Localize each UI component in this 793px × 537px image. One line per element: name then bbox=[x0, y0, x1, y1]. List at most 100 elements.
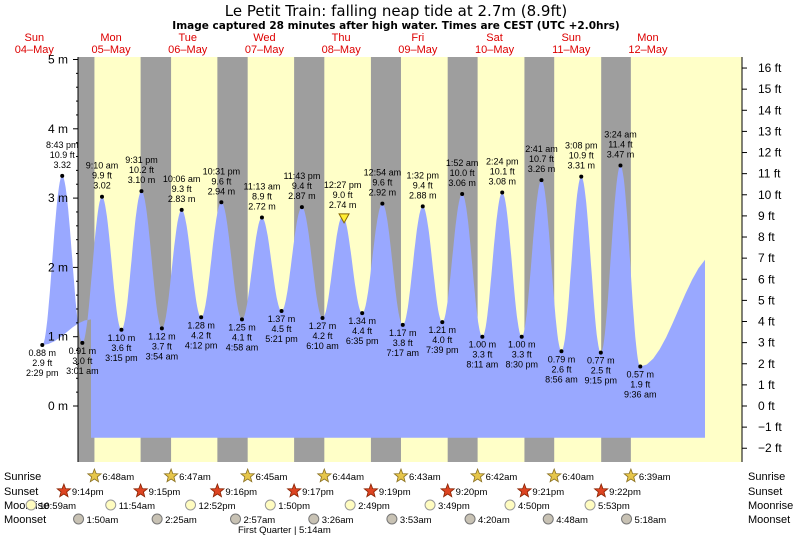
low-tide-time: 9:36 am bbox=[624, 389, 657, 399]
left-tick-label: 0 m bbox=[48, 399, 68, 413]
moonset-time: 3:53am bbox=[400, 515, 432, 526]
tide-point bbox=[179, 207, 184, 212]
high-tide-ft: 9.9 ft bbox=[92, 171, 113, 181]
right-tick-label: 15 ft bbox=[758, 82, 782, 96]
moonset-icon bbox=[621, 513, 633, 525]
moonrise-icon bbox=[185, 499, 197, 511]
moonset-icon bbox=[151, 513, 163, 525]
tide-point bbox=[360, 311, 365, 316]
tide-point bbox=[159, 326, 164, 331]
high-tide-m: 2.88 m bbox=[409, 190, 437, 200]
low-tide-time: 4:12 pm bbox=[185, 340, 218, 350]
day-name: Sun bbox=[25, 32, 45, 44]
left-tick-label: 4 m bbox=[48, 122, 68, 136]
day-date: 10–May bbox=[475, 44, 515, 56]
moonset-time: 1:50am bbox=[87, 515, 119, 526]
sun-star-icon bbox=[516, 482, 533, 498]
row-label-sunset-left: Sunset bbox=[4, 486, 38, 498]
low-tide-time: 5:21 pm bbox=[265, 334, 298, 344]
left-tick-label: 1 m bbox=[48, 330, 68, 344]
right-tick-label: 7 ft bbox=[758, 251, 775, 265]
low-tide-ft: 1.9 ft bbox=[630, 379, 651, 389]
low-tide-ft: 4.0 ft bbox=[432, 335, 453, 345]
tide-area bbox=[42, 165, 706, 438]
high-tide-m: 3.31 m bbox=[568, 161, 596, 171]
high-tide-ft: 9.6 ft bbox=[211, 176, 232, 186]
moonrise-time: 10:59am bbox=[39, 501, 76, 512]
low-tide-time: 9:15 pm bbox=[585, 376, 618, 386]
sunset-time: 9:19pm bbox=[379, 487, 411, 498]
tide-point bbox=[320, 315, 325, 320]
high-tide-m: 2.94 m bbox=[208, 186, 236, 196]
tide-point bbox=[259, 215, 264, 220]
sunset-time: 9:21pm bbox=[532, 487, 564, 498]
high-tide-ft: 9.6 ft bbox=[372, 178, 393, 188]
sun-star-icon bbox=[209, 482, 226, 498]
tide-point bbox=[400, 322, 405, 327]
low-tide-m: 1.17 m bbox=[389, 328, 417, 338]
moonrise-time: 11:54am bbox=[119, 501, 155, 512]
moonset-icon bbox=[464, 513, 476, 525]
sunrise-time: 6:44am bbox=[332, 472, 364, 483]
sun-star-icon bbox=[393, 467, 409, 483]
high-tide-ft: 10.2 ft bbox=[129, 165, 155, 175]
sun-star-icon bbox=[56, 482, 72, 498]
moonset-time: 2:57am bbox=[244, 515, 276, 526]
low-tide-ft: 3.6 ft bbox=[111, 343, 132, 353]
low-tide-ft: 4.5 ft bbox=[272, 324, 293, 334]
tide-point bbox=[559, 349, 564, 354]
sun-star-icon bbox=[469, 467, 486, 483]
right-tick-label: 0 ft bbox=[758, 399, 775, 413]
low-tide-ft: 3.3 ft bbox=[512, 350, 533, 360]
right-tick-label: 13 ft bbox=[758, 124, 782, 138]
tide-point bbox=[638, 364, 643, 369]
moonrise-time: 3:49pm bbox=[438, 501, 470, 512]
high-tide-m: 3.32 bbox=[53, 160, 71, 170]
day-name: Thu bbox=[332, 32, 351, 44]
tide-point bbox=[618, 163, 623, 168]
row-label-moonrise-right: Moonrise bbox=[748, 500, 793, 512]
high-tide-m: 2.72 m bbox=[248, 202, 276, 212]
tide-point bbox=[40, 343, 45, 348]
day-name: Mon bbox=[637, 32, 658, 44]
high-tide-time: 8:43 pm bbox=[46, 140, 79, 150]
sun-star-icon bbox=[239, 467, 256, 483]
right-tick-label: 1 ft bbox=[758, 378, 775, 392]
tide-point bbox=[279, 309, 284, 314]
right-tick-label: 11 ft bbox=[758, 167, 781, 181]
low-tide-ft: 4.1 ft bbox=[232, 332, 253, 342]
left-tick-label: 2 m bbox=[48, 260, 68, 274]
tide-point bbox=[539, 178, 544, 183]
high-tide-time: 1:32 pm bbox=[406, 170, 439, 180]
low-tide-ft: 3.8 ft bbox=[393, 338, 414, 348]
low-tide-m: 0.91 m bbox=[69, 346, 97, 356]
high-tide-m: 3.26 m bbox=[528, 164, 556, 174]
tide-point bbox=[239, 317, 244, 322]
moonset-time: 5:18am bbox=[635, 515, 667, 526]
row-label-sunrise-left: Sunrise bbox=[4, 471, 41, 483]
tide-point bbox=[199, 315, 204, 320]
day-name: Tue bbox=[178, 32, 197, 44]
sunset-time: 9:15pm bbox=[149, 487, 181, 498]
row-label-sunset-right: Sunset bbox=[748, 486, 782, 498]
moonrise-icon bbox=[504, 499, 516, 511]
moonset-time: 4:48am bbox=[556, 515, 588, 526]
moonrise-icon bbox=[264, 499, 276, 511]
day-date: 05–May bbox=[91, 44, 131, 56]
low-tide-ft: 4.2 ft bbox=[312, 331, 333, 341]
low-tide-ft: 3.7 ft bbox=[152, 341, 173, 351]
high-tide-time: 11:13 am bbox=[244, 182, 281, 192]
right-tick-label: 14 ft bbox=[758, 103, 782, 117]
high-tide-ft: 10.0 ft bbox=[450, 168, 476, 178]
left-tick-label: 5 m bbox=[48, 53, 68, 67]
right-tick-label: 2 ft bbox=[758, 357, 775, 371]
low-tide-m: 1.12 m bbox=[148, 331, 176, 341]
high-tide-ft: 9.3 ft bbox=[172, 184, 193, 194]
right-tick-label: 5 ft bbox=[758, 293, 775, 307]
day-name: Mon bbox=[100, 32, 121, 44]
high-tide-ft: 9.0 ft bbox=[333, 190, 354, 200]
chart-subtitle: Image captured 28 minutes after high wat… bbox=[172, 20, 619, 32]
tide-point bbox=[598, 350, 603, 355]
low-tide-m: 0.88 m bbox=[29, 348, 57, 358]
moonset-icon bbox=[386, 513, 398, 525]
